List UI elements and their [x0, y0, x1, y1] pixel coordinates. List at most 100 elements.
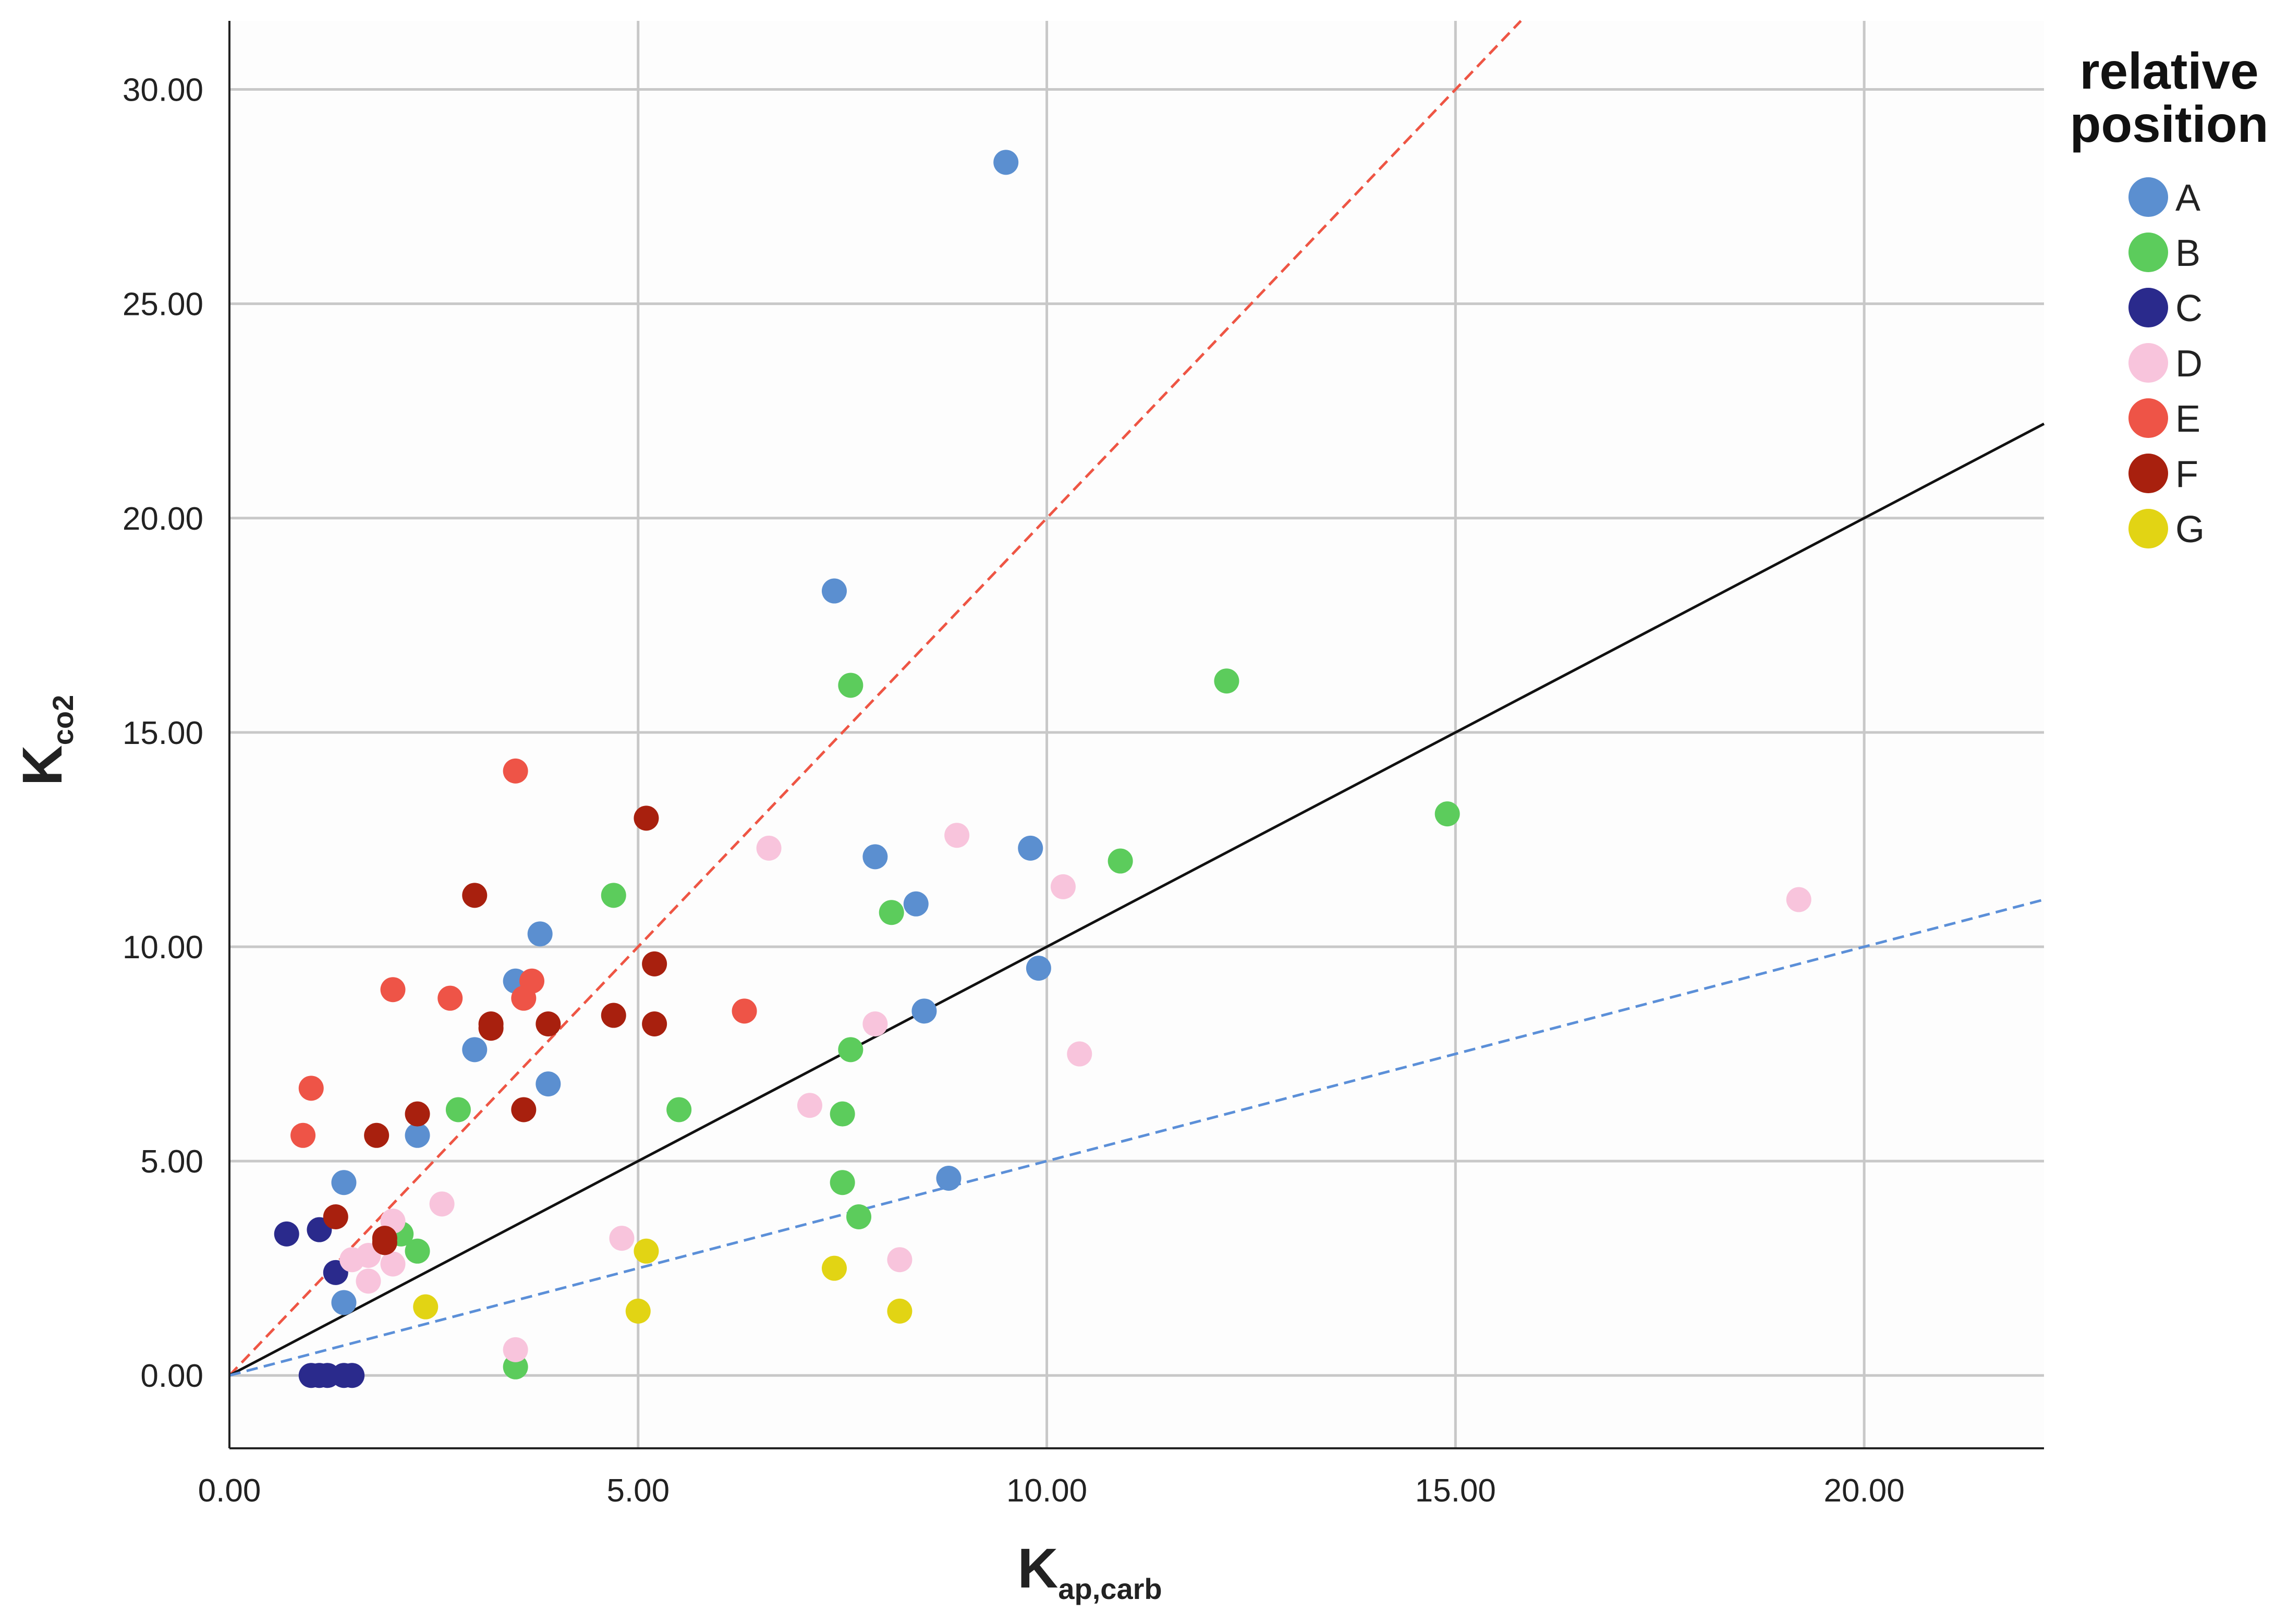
- point-F-6: [536, 1011, 561, 1036]
- point-C-0: [274, 1221, 299, 1247]
- point-A-9: [911, 998, 937, 1024]
- point-E-6: [298, 1076, 324, 1101]
- gridlines: [229, 21, 2044, 1448]
- legend-marker-A: [2128, 177, 2168, 217]
- legend-label-C: C: [2175, 288, 2203, 329]
- point-A-10: [536, 1071, 561, 1097]
- x-axis-title: Kap,carb: [1017, 1536, 1162, 1605]
- x-tick-label-3: 15.00: [1415, 1473, 1496, 1509]
- point-B-1: [1214, 668, 1239, 694]
- point-A-2: [862, 844, 888, 870]
- point-E-0: [503, 758, 528, 784]
- point-G-1: [822, 1255, 847, 1281]
- point-D-7: [429, 1191, 455, 1217]
- point-A-3: [1018, 835, 1043, 861]
- x-tick-label-2: 10.00: [1006, 1473, 1087, 1509]
- point-D-5: [1067, 1041, 1092, 1067]
- point-F-0: [634, 805, 659, 831]
- point-E-7: [290, 1122, 316, 1148]
- reference-line-2: [229, 898, 2045, 1377]
- point-F-1: [462, 883, 488, 908]
- point-D-15: [503, 1337, 528, 1362]
- legend-label-G: G: [2175, 509, 2205, 551]
- reference-lines: [228, 20, 2045, 1377]
- point-A-12: [331, 1170, 357, 1195]
- point-A-1: [822, 578, 847, 604]
- legend-marker-G: [2128, 509, 2168, 548]
- point-D-13: [887, 1247, 913, 1273]
- legend-marker-E: [2128, 398, 2168, 438]
- legend-label-A: A: [2175, 177, 2200, 219]
- x-tick-label-0: 0.00: [198, 1473, 261, 1509]
- point-E-3: [437, 985, 463, 1011]
- point-E-2: [380, 977, 406, 1003]
- legend-marker-D: [2128, 343, 2168, 383]
- point-G-3: [625, 1298, 651, 1324]
- point-D-12: [380, 1251, 406, 1277]
- point-A-0: [993, 150, 1019, 175]
- point-A-13: [936, 1166, 962, 1191]
- y-axis-title-sub: co2: [46, 695, 79, 746]
- x-axis-title-sub: ap,carb: [1058, 1572, 1162, 1605]
- point-D-14: [356, 1268, 381, 1294]
- point-D-9: [609, 1226, 635, 1251]
- point-F-11: [323, 1204, 348, 1229]
- y-tick-label-3: 15.00: [123, 715, 203, 751]
- legend-label-D: D: [2175, 343, 2203, 385]
- point-B-5: [879, 900, 904, 925]
- point-C-7: [339, 1363, 365, 1388]
- x-tick-label-4: 20.00: [1824, 1473, 1905, 1509]
- point-B-7: [445, 1097, 471, 1122]
- point-F-7: [642, 1011, 667, 1036]
- data-points: [274, 150, 1811, 1388]
- point-B-3: [1108, 848, 1133, 874]
- y-tick-label-6: 30.00: [123, 72, 203, 108]
- y-tick-label-5: 25.00: [123, 287, 203, 323]
- point-A-4: [903, 891, 929, 917]
- reference-line-1: [228, 422, 2045, 1377]
- point-A-7: [1026, 956, 1051, 981]
- legend-marker-B: [2128, 233, 2168, 272]
- point-B-13: [405, 1238, 430, 1264]
- y-tick-label-2: 10.00: [123, 930, 203, 966]
- legend-label-E: E: [2175, 398, 2200, 440]
- point-A-5: [527, 921, 553, 947]
- y-tick-label-4: 20.00: [123, 501, 203, 537]
- point-G-0: [634, 1238, 659, 1264]
- point-B-11: [846, 1204, 872, 1229]
- legend-label-B: B: [2175, 233, 2200, 274]
- point-E-5: [732, 998, 757, 1024]
- point-F-9: [511, 1097, 537, 1122]
- x-tick-label-1: 5.00: [606, 1473, 670, 1509]
- point-G-4: [887, 1298, 913, 1324]
- point-F-8: [405, 1101, 430, 1127]
- reference-line-0: [228, 20, 1522, 1376]
- y-axis-title: Kco2: [10, 695, 79, 786]
- point-D-4: [862, 1011, 888, 1036]
- point-B-2: [1434, 801, 1460, 827]
- point-D-2: [1050, 874, 1076, 899]
- point-F-5: [601, 1003, 626, 1028]
- y-axis-title-main: K: [10, 745, 74, 786]
- legend-marker-F: [2128, 454, 2168, 493]
- point-G-2: [413, 1294, 439, 1320]
- legend-title-line-2: position: [2070, 95, 2268, 153]
- point-B-10: [830, 1170, 855, 1195]
- point-D-6: [797, 1093, 822, 1118]
- point-A-11: [405, 1122, 430, 1148]
- point-A-8: [462, 1037, 488, 1063]
- point-A-14: [331, 1290, 357, 1315]
- point-F-13: [372, 1230, 397, 1255]
- point-F-4: [478, 1016, 504, 1041]
- point-B-14: [503, 1354, 528, 1379]
- point-E-4: [511, 985, 537, 1011]
- point-D-0: [756, 835, 782, 861]
- point-F-2: [642, 951, 667, 976]
- point-B-9: [830, 1101, 855, 1127]
- y-tick-labels: 0.00 5.00 10.00 15.00 20.00 25.00 30.00: [123, 72, 203, 1395]
- y-tick-label-1: 5.00: [140, 1144, 203, 1180]
- point-B-8: [666, 1097, 692, 1122]
